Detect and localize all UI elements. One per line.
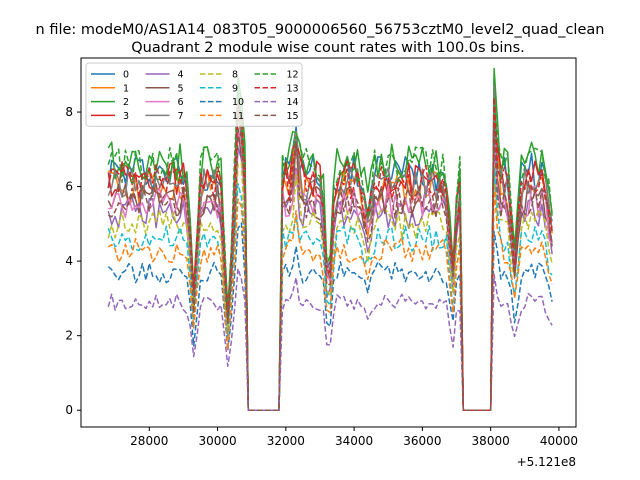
x-tick-label: 30000 bbox=[198, 434, 236, 448]
legend-label: 15 bbox=[287, 111, 299, 122]
series-line-10 bbox=[107, 222, 553, 411]
legend-label: 4 bbox=[178, 70, 184, 81]
x-tick-label: 38000 bbox=[472, 434, 510, 448]
legend-label: 11 bbox=[232, 111, 244, 122]
x-tick-label: 36000 bbox=[403, 434, 441, 448]
legend-label: 2 bbox=[123, 97, 129, 108]
y-axis: 0 2 4 6 8 bbox=[65, 105, 81, 417]
legend-box bbox=[85, 62, 303, 127]
plot-area-frame bbox=[80, 57, 577, 428]
legend-label: 10 bbox=[232, 97, 244, 108]
legend-label: 6 bbox=[178, 97, 184, 108]
series-line-8 bbox=[107, 161, 553, 411]
series-line-11 bbox=[107, 186, 553, 411]
y-tick-label: 6 bbox=[65, 180, 73, 194]
x-axis-offset-label: +5.121e8 bbox=[517, 455, 576, 469]
series-line-12 bbox=[107, 86, 553, 411]
legend-label: 0 bbox=[123, 70, 129, 81]
chart-title: Quadrant 2 module wise count rates with … bbox=[131, 40, 525, 56]
y-tick-label: 8 bbox=[65, 105, 73, 119]
legend-label: 7 bbox=[178, 111, 184, 122]
figure-suptitle: n file: modeM0/AS1A14_083T05_9000006560_… bbox=[36, 22, 605, 38]
y-tick-label: 0 bbox=[65, 403, 73, 417]
x-tick-label: 28000 bbox=[130, 434, 168, 448]
x-axis: 28000 30000 32000 34000 36000 38000 40000 bbox=[130, 427, 578, 448]
legend-label: 5 bbox=[178, 83, 184, 94]
legend-label: 13 bbox=[287, 83, 299, 94]
legend-label: 1 bbox=[123, 83, 129, 94]
series-layer bbox=[107, 67, 553, 411]
x-tick-label: 40000 bbox=[540, 434, 578, 448]
series-line-15 bbox=[107, 126, 553, 411]
y-tick-label: 4 bbox=[65, 254, 73, 268]
legend-label: 12 bbox=[287, 70, 299, 81]
legend-label: 14 bbox=[287, 97, 299, 108]
x-tick-label: 34000 bbox=[335, 434, 373, 448]
y-tick-label: 2 bbox=[65, 329, 73, 343]
legend-label: 8 bbox=[232, 70, 238, 81]
x-tick-label: 32000 bbox=[267, 434, 305, 448]
legend-label: 9 bbox=[232, 83, 238, 94]
legend-label: 3 bbox=[123, 111, 129, 122]
